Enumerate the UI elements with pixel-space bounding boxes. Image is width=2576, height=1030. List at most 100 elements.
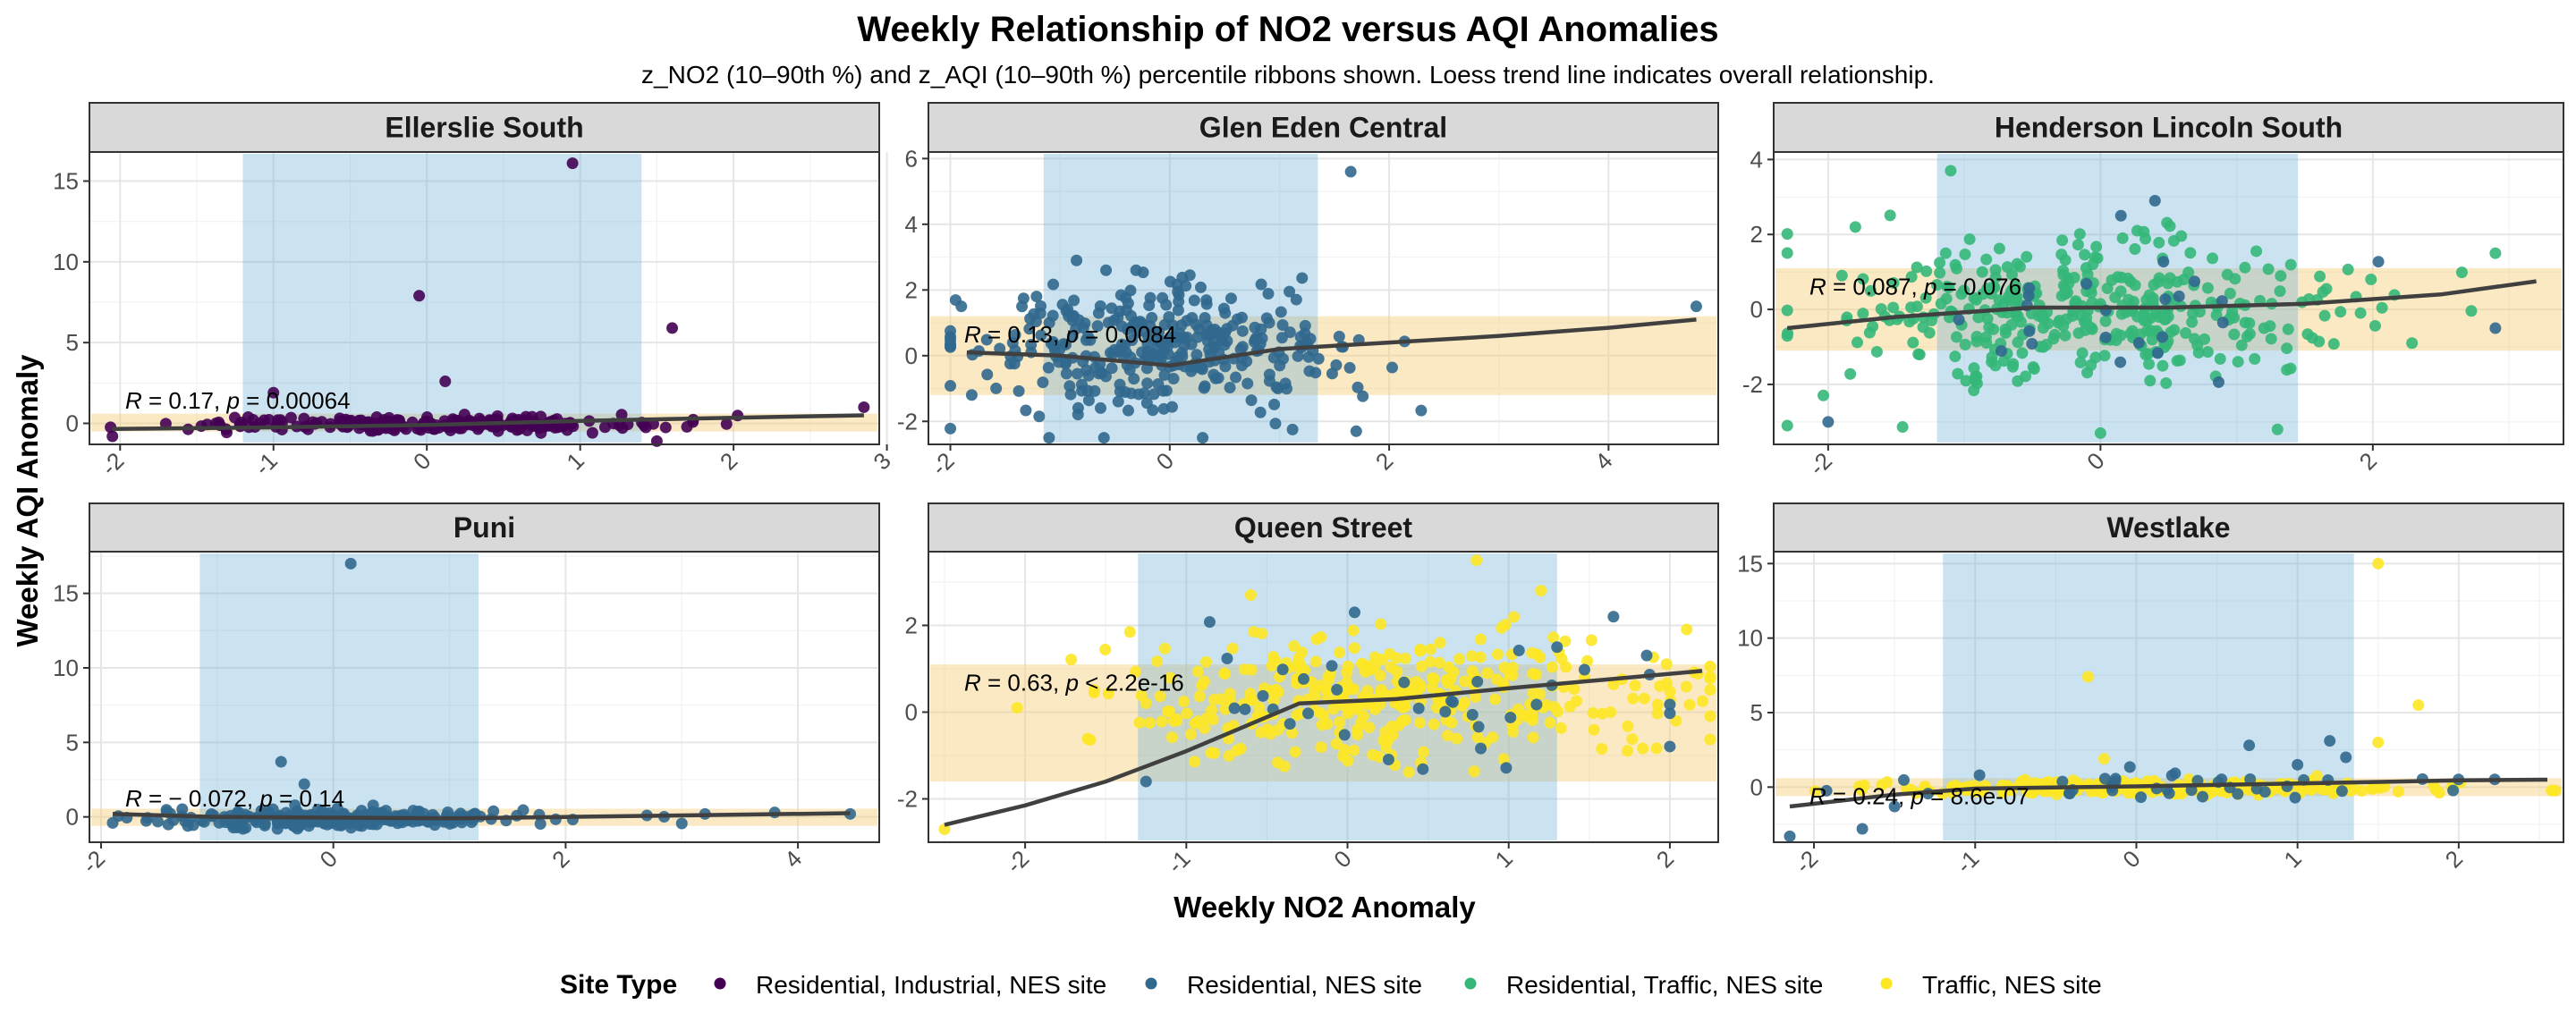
- data-point-traffic-nes-site: [1465, 650, 1478, 663]
- data-point-residential-industrial-nes-site: [659, 421, 672, 434]
- stat-r-symbol: R: [964, 669, 981, 696]
- panel-puni: Puni R = − 0.072, p = 0.14 0 5 10 15 -2 0 2 4: [53, 502, 880, 879]
- panel-border: [89, 551, 880, 843]
- data-point-residential-traffic-nes-site: [2078, 316, 2090, 328]
- data-point-traffic-nes-site: [2412, 699, 2425, 712]
- data-point-residential-nes-site: [140, 815, 152, 827]
- data-point-residential-nes-site: [1137, 266, 1149, 279]
- y-tick-label: 5: [66, 729, 79, 756]
- data-point-traffic-nes-site: [1267, 650, 1280, 663]
- data-point-residential-nes-site: [1089, 361, 1102, 374]
- data-point-residential-nes-site: [1071, 254, 1083, 266]
- data-point-traffic-nes-site: [1427, 671, 1439, 684]
- panel-westlake: Westlake R = 0.24, p = 8.6e-07 0 5 10 15 -2 -1 0…: [1737, 502, 2564, 879]
- correlation-annotation: R = 0.13, p = 0.0084: [964, 321, 1176, 348]
- data-point-residential-nes-site: [1132, 388, 1145, 401]
- data-point-traffic-nes-site: [1527, 731, 1539, 744]
- data-point-residential-traffic-nes-site: [2342, 263, 2354, 275]
- data-point-residential-nes-site: [1263, 368, 1275, 381]
- data-point-residential-traffic-nes-site: [1781, 419, 1793, 432]
- data-point-residential-nes-site: [1034, 300, 1046, 312]
- data-point-residential-traffic-nes-site: [2235, 339, 2248, 351]
- data-point-traffic-nes-site: [1133, 716, 1146, 729]
- data-point-residential-traffic-nes-site: [1905, 301, 1918, 314]
- chart-subtitle: z_NO2 (10–90th %) and z_AQI (10–90th %) …: [641, 61, 1935, 89]
- data-point-residential-nes-site: [1164, 275, 1176, 288]
- data-point-residential-nes-site: [1165, 401, 1178, 413]
- data-point-residential-traffic-nes-site: [2258, 322, 2270, 334]
- y-tick-label: 0: [1750, 773, 1763, 800]
- data-point-traffic-nes-site: [1255, 726, 1267, 739]
- data-point-traffic-nes-site: [1508, 611, 1521, 623]
- data-point-residential-nes-site: [1082, 394, 1095, 407]
- legend-label-residential-traffic-nes-site: Residential, Traffic, NES site: [1506, 971, 1823, 999]
- data-point-traffic-nes-site: [1156, 715, 1168, 728]
- data-point-residential-nes-site: [1102, 317, 1114, 329]
- data-point-traffic-nes-site: [1474, 651, 1487, 663]
- data-point-residential-nes-site: [1180, 280, 1192, 292]
- data-point-residential-nes-site: [1106, 362, 1118, 375]
- data-point-residential-nes-site: [1114, 289, 1127, 301]
- y-tick-label: 15: [53, 580, 79, 607]
- data-point-residential-traffic-nes-site: [2165, 325, 2177, 338]
- data-point-traffic-nes-site: [1181, 707, 1193, 720]
- data-point-residential-nes-site: [965, 389, 978, 401]
- data-point-residential-traffic-nes-site: [2079, 249, 2091, 261]
- data-point-residential-nes-site: [1472, 721, 1485, 733]
- data-point-residential-nes-site: [444, 817, 456, 830]
- data-point-traffic-nes-site: [1065, 654, 1078, 666]
- data-point-traffic-nes-site: [1497, 753, 1510, 765]
- data-point-residential-industrial-nes-site: [439, 376, 452, 388]
- data-point-residential-nes-site: [1254, 406, 1267, 418]
- data-point-residential-nes-site: [2159, 293, 2172, 306]
- data-point-residential-nes-site: [1100, 264, 1113, 276]
- data-point-residential-nes-site: [2189, 275, 2201, 288]
- data-point-residential-traffic-nes-site: [2081, 268, 2094, 281]
- data-point-residential-nes-site: [1144, 320, 1157, 333]
- data-point-residential-traffic-nes-site: [2157, 359, 2169, 372]
- x-tick-label: -1: [1951, 845, 1985, 879]
- data-point-residential-traffic-nes-site: [2160, 376, 2173, 389]
- data-point-residential-traffic-nes-site: [2012, 375, 2024, 387]
- data-point-residential-nes-site: [1466, 708, 1479, 721]
- data-point-traffic-nes-site: [1638, 692, 1650, 705]
- y-tick-label: 10: [53, 249, 79, 275]
- data-point-traffic-nes-site: [1130, 665, 1142, 678]
- data-point-residential-nes-site: [2335, 785, 2348, 798]
- data-point-residential-traffic-nes-site: [2074, 356, 2087, 368]
- data-point-traffic-nes-site: [1342, 660, 1354, 672]
- data-point-traffic-nes-site: [1184, 728, 1197, 740]
- y-axis-label: Weekly AQI Anomaly: [11, 354, 44, 647]
- x-tick-label: 3: [868, 447, 895, 475]
- data-point-residential-nes-site: [227, 822, 240, 834]
- data-point-residential-nes-site: [1128, 317, 1140, 330]
- data-point-traffic-nes-site: [1704, 660, 1716, 672]
- data-point-residential-traffic-nes-site: [1781, 228, 1793, 241]
- data-point-residential-traffic-nes-site: [2455, 266, 2468, 279]
- data-point-traffic-nes-site: [1458, 675, 1470, 688]
- data-point-residential-traffic-nes-site: [2226, 305, 2239, 317]
- y-tick-label: 0: [905, 698, 918, 725]
- data-point-residential-traffic-nes-site: [1896, 421, 1909, 434]
- data-point-residential-nes-site: [1255, 323, 1267, 335]
- data-point-traffic-nes-site: [1415, 660, 1428, 672]
- data-point-residential-nes-site: [2056, 775, 2069, 788]
- loess-trend-line: [112, 413, 864, 432]
- data-point-residential-nes-site: [1126, 333, 1139, 346]
- loess-trend-line: [944, 669, 1703, 827]
- data-point-residential-nes-site: [1500, 762, 1513, 774]
- data-point-residential-traffic-nes-site: [2161, 216, 2174, 229]
- data-point-residential-nes-site: [1112, 395, 1124, 408]
- panel-border: [928, 551, 1719, 843]
- data-point-traffic-nes-site: [1314, 706, 1326, 719]
- x-tick-label: 1: [1490, 845, 1518, 873]
- data-point-residential-nes-site: [1154, 349, 1166, 361]
- data-point-residential-traffic-nes-site: [2284, 362, 2297, 375]
- data-point-residential-traffic-nes-site: [2243, 327, 2256, 340]
- data-point-residential-traffic-nes-site: [1960, 375, 1972, 387]
- panel-border: [928, 151, 1719, 445]
- data-point-traffic-nes-site: [1455, 699, 1468, 712]
- data-point-traffic-nes-site: [1244, 688, 1257, 700]
- data-point-residential-traffic-nes-site: [2162, 277, 2174, 290]
